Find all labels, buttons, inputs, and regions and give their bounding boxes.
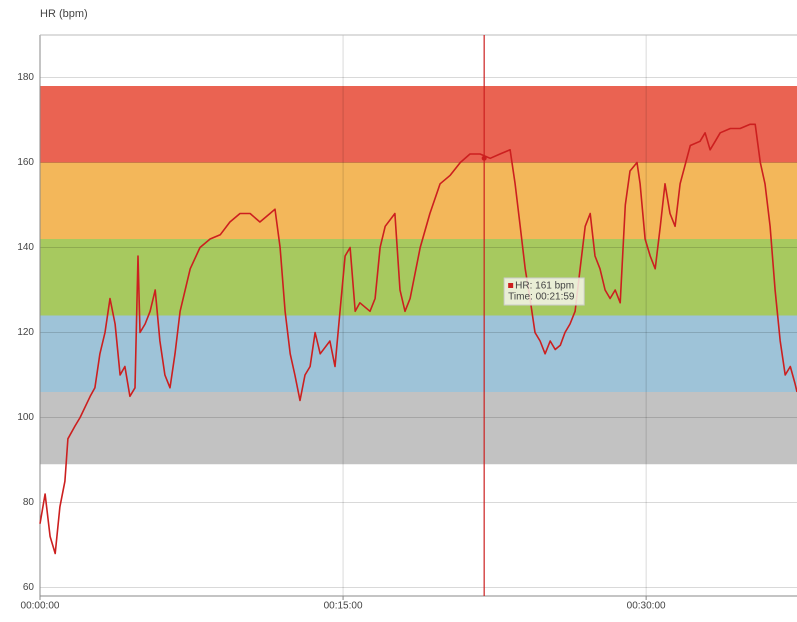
hr-zone [40, 86, 797, 163]
hr-zone [40, 392, 797, 465]
y-tick-label: 80 [23, 497, 35, 508]
y-tick-label: 100 [17, 412, 34, 423]
y-tick-label: 160 [17, 157, 34, 168]
tooltip-text: HR: 161 bpm [515, 281, 574, 292]
x-tick-label: 00:00:00 [21, 601, 60, 612]
y-tick-label: 120 [17, 327, 34, 338]
y-tick-label: 140 [17, 242, 34, 253]
hr-line [39, 123, 797, 555]
tooltip-swatch [508, 283, 514, 288]
hr-zone [40, 162, 797, 239]
y-tick-label: 180 [17, 72, 34, 83]
tooltip-box [503, 277, 585, 306]
x-tick-label: 00:15:00 [324, 601, 363, 612]
crosshair-point [481, 155, 487, 161]
tooltip-text: Time: 00:21:59 [508, 292, 575, 303]
x-tick-label: 00:30:00 [627, 601, 666, 612]
hr-zone [40, 239, 797, 316]
chart-title: HR (bpm) [40, 8, 88, 20]
y-tick-label: 60 [23, 582, 35, 593]
hr-zone [40, 315, 797, 392]
